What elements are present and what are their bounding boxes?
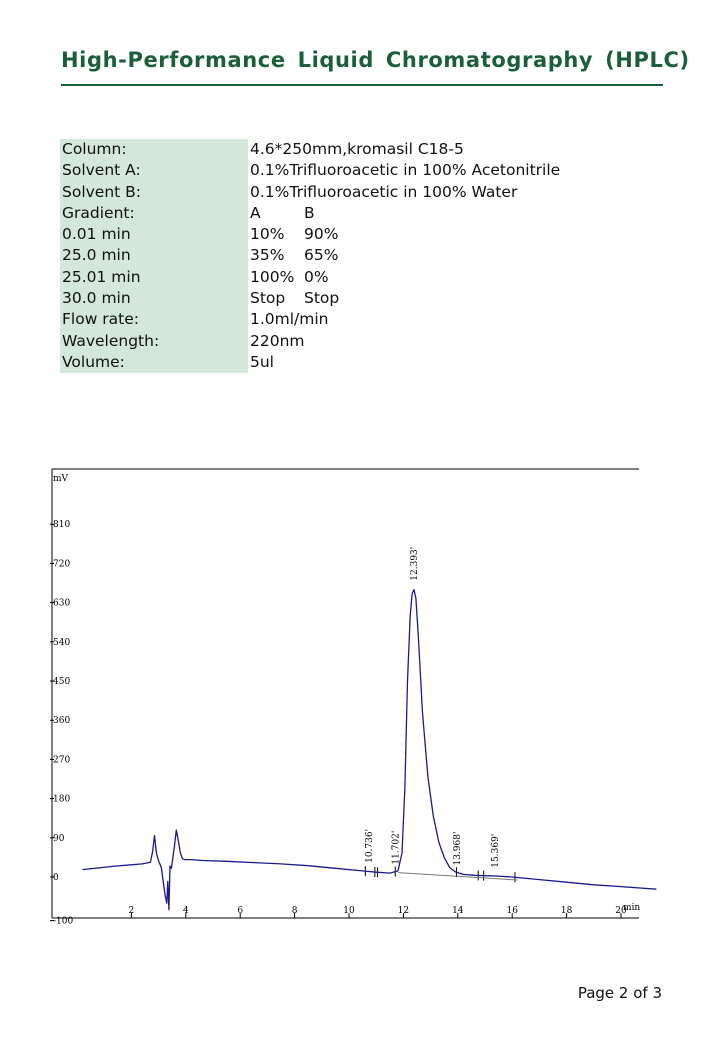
gradient-b: B: [304, 203, 315, 222]
param-label: Gradient:: [60, 202, 248, 225]
param-value: 0.1%Trifluoroacetic in 100% Water: [250, 182, 518, 201]
param-label: Solvent B:: [60, 181, 248, 203]
param-label: Flow rate:: [60, 309, 248, 331]
peak-retention-label: 10.736': [365, 829, 375, 863]
x-tick-label: 8: [292, 906, 298, 916]
method-parameters-table: Column: 4.6*250mm,kromasil C18-5 Solvent…: [60, 139, 561, 374]
param-value: 10% 90%: [248, 224, 560, 245]
page-number: Page 2 of 3: [577, 984, 662, 1002]
title-underline: [61, 84, 663, 86]
param-row-gradient-step: 0.01 min 10% 90%: [60, 224, 560, 246]
param-label: 0.01 min: [60, 224, 248, 246]
param-label: 25.0 min: [60, 245, 248, 267]
y-tick-label: 720: [53, 559, 70, 569]
gradient-b: Stop: [304, 289, 340, 308]
param-label: 30.0 min: [60, 288, 248, 310]
y-tick-label: 90: [53, 834, 65, 844]
x-tick-label: 18: [561, 906, 573, 916]
param-label: Column:: [60, 139, 248, 161]
y-tick-label: 0: [53, 873, 59, 883]
param-value: Stop Stop: [248, 288, 560, 309]
x-tick-label: 20: [615, 906, 627, 916]
y-tick-label: 810: [53, 520, 70, 530]
y-tick-label: 540: [53, 638, 70, 648]
param-value: 0.1%Trifluoroacetic in 100% Acetonitrile: [250, 161, 561, 180]
gradient-b: 90%: [304, 225, 339, 244]
y-tick-label: 360: [53, 716, 70, 726]
peak-retention-label: 15.369': [491, 834, 501, 868]
x-tick-label: 10: [343, 906, 355, 916]
x-tick-label: 6: [237, 906, 243, 916]
param-row-wavelength: Wavelength: 220nm: [60, 330, 560, 352]
page-title: High-Performance Liquid Chromatography (…: [61, 48, 690, 72]
y-tick-label: 630: [53, 599, 70, 609]
peak-retention-label: 12.393': [410, 547, 420, 581]
gradient-a: Stop: [250, 289, 286, 308]
param-row-column: Column: 4.6*250mm,kromasil C18-5: [60, 139, 560, 161]
param-label: 25.01 min: [60, 266, 248, 289]
y-tick-label: 180: [53, 795, 70, 805]
gradient-a: 100%: [250, 267, 295, 286]
y-tick-label: 270: [53, 755, 70, 765]
param-row-gradient-step: 25.0 min 35% 65%: [60, 245, 560, 267]
y-tick-label: -100: [53, 917, 73, 927]
param-row-solvent-b: Solvent B: 0.1%Trifluoroacetic in 100% W…: [60, 181, 560, 203]
param-value: 220nm: [250, 331, 305, 350]
x-tick-label: 12: [398, 906, 409, 916]
param-label: Solvent A:: [60, 160, 248, 182]
param-row-solvent-a: Solvent A: 0.1%Trifluoroacetic in 100% A…: [60, 160, 561, 182]
y-tick-label: 450: [53, 677, 70, 687]
x-axis-unit-label: min: [623, 903, 640, 913]
param-row-gradient-step: 30.0 min Stop Stop: [60, 288, 560, 310]
gradient-b: 0%: [304, 267, 329, 286]
x-tick-label: 4: [183, 906, 189, 916]
gradient-a: 10%: [250, 225, 285, 244]
gradient-a: A: [250, 203, 261, 222]
param-value: 4.6*250mm,kromasil C18-5: [250, 140, 464, 158]
peak-retention-label: 13.968': [453, 832, 463, 866]
param-value: 35% 65%: [248, 245, 560, 266]
gradient-b: 65%: [304, 246, 339, 265]
param-row-volume: Volume: 5ul: [60, 351, 560, 374]
param-row-flow-rate: Flow rate: 1.0ml/min: [60, 309, 560, 331]
x-tick-label: 14: [452, 906, 464, 916]
param-row-gradient-step: 25.01 min 100% 0%: [60, 266, 560, 289]
param-value: 5ul: [250, 352, 274, 371]
integration-baseline: [397, 872, 518, 881]
param-label: Wavelength:: [60, 330, 248, 352]
x-tick-label: 2: [129, 906, 135, 916]
param-value: 1.0ml/min: [250, 310, 329, 329]
param-label: Volume:: [60, 351, 248, 374]
chromatogram-trace: [82, 588, 657, 911]
param-value: 100% 0%: [248, 267, 560, 288]
peak-retention-label: 11.702': [391, 831, 401, 865]
y-axis-unit-label: mV: [53, 474, 69, 484]
gradient-a: 35%: [250, 246, 285, 265]
x-tick-label: 16: [506, 906, 518, 916]
